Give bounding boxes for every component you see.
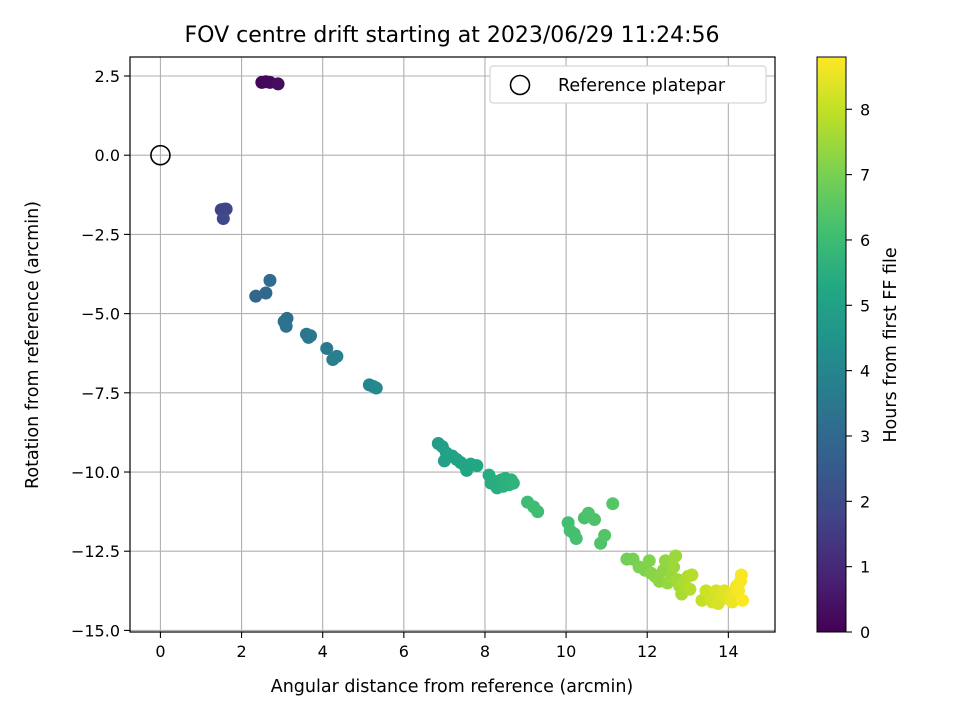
colorbar-tick-label: 3 bbox=[860, 427, 870, 446]
x-tick-label: 4 bbox=[318, 642, 328, 661]
drift-point bbox=[606, 497, 620, 511]
x-tick-label: 12 bbox=[637, 642, 657, 661]
y-tick-label: −12.5 bbox=[71, 542, 120, 561]
x-tick-label: 2 bbox=[236, 642, 246, 661]
legend: Reference platepar bbox=[489, 65, 767, 104]
drift-point bbox=[531, 505, 545, 519]
x-tick-label: 10 bbox=[556, 642, 576, 661]
y-tick-label: 0.0 bbox=[95, 146, 120, 165]
drift-point bbox=[249, 289, 263, 303]
y-tick-label: −5.0 bbox=[81, 305, 120, 324]
drift-point bbox=[320, 341, 334, 355]
drift-point bbox=[736, 593, 750, 607]
legend-box bbox=[489, 65, 767, 104]
y-tick-label: −7.5 bbox=[81, 384, 120, 403]
drift-point bbox=[304, 329, 318, 343]
drift-point bbox=[734, 568, 748, 582]
colorbar-tick-label: 7 bbox=[860, 166, 870, 185]
drift-point bbox=[587, 513, 601, 527]
y-tick-label: −15.0 bbox=[71, 621, 120, 640]
legend-entry-reference: Reference platepar bbox=[558, 76, 726, 96]
chart-title: FOV centre drift starting at 2023/06/29 … bbox=[185, 23, 720, 48]
drift-point bbox=[506, 476, 520, 490]
drift-point bbox=[263, 273, 277, 287]
colorbar-tick-label: 4 bbox=[860, 362, 870, 381]
drift-point bbox=[669, 549, 683, 563]
colorbar-tick-label: 6 bbox=[860, 231, 870, 250]
grid-lines bbox=[130, 57, 775, 632]
y-axis-ticks: 2.5 0.0 −2.5 −5.0 −7.5 −10.0 −12.5 −15.0 bbox=[71, 67, 130, 640]
colorbar-ticks: 0 1 2 3 4 5 6 7 8 bbox=[846, 100, 870, 642]
y-tick-label: 2.5 bbox=[95, 67, 120, 86]
drift-point bbox=[569, 532, 583, 546]
y-axis-label: Rotation from reference (arcmin) bbox=[23, 201, 43, 489]
drift-point bbox=[279, 319, 293, 333]
colorbar-tick-label: 1 bbox=[860, 558, 870, 577]
drift-point bbox=[685, 568, 699, 582]
drift-point bbox=[216, 212, 230, 226]
drift-point bbox=[470, 459, 484, 473]
x-axis-label: Angular distance from reference (arcmin) bbox=[271, 677, 634, 697]
colorbar-tick-label: 2 bbox=[860, 492, 870, 511]
drift-point bbox=[598, 528, 612, 542]
legend-reference-marker bbox=[509, 74, 531, 96]
scatter-points bbox=[214, 75, 750, 610]
drift-point bbox=[271, 77, 285, 91]
drift-point bbox=[667, 560, 681, 574]
drift-point bbox=[330, 349, 344, 363]
colorbar bbox=[816, 56, 847, 633]
x-axis-ticks: 0 2 4 6 8 10 12 14 bbox=[155, 632, 739, 661]
colorbar-label: Hours from first FF file bbox=[881, 247, 901, 442]
colorbar-tick-label: 0 bbox=[860, 623, 870, 642]
plot-frame bbox=[129, 56, 776, 633]
x-tick-label: 8 bbox=[480, 642, 490, 661]
x-tick-label: 0 bbox=[155, 642, 165, 661]
colorbar-tick-label: 8 bbox=[860, 100, 870, 119]
drift-point bbox=[683, 582, 697, 596]
drift-point bbox=[642, 554, 656, 568]
y-tick-label: −10.0 bbox=[71, 463, 120, 482]
colorbar-tick-label: 5 bbox=[860, 296, 870, 315]
drift-point bbox=[369, 381, 383, 395]
reference-platepar-marker bbox=[150, 144, 171, 166]
drift-point bbox=[259, 286, 273, 300]
x-tick-label: 14 bbox=[718, 642, 738, 661]
x-tick-label: 6 bbox=[399, 642, 409, 661]
y-tick-label: −2.5 bbox=[81, 225, 120, 244]
